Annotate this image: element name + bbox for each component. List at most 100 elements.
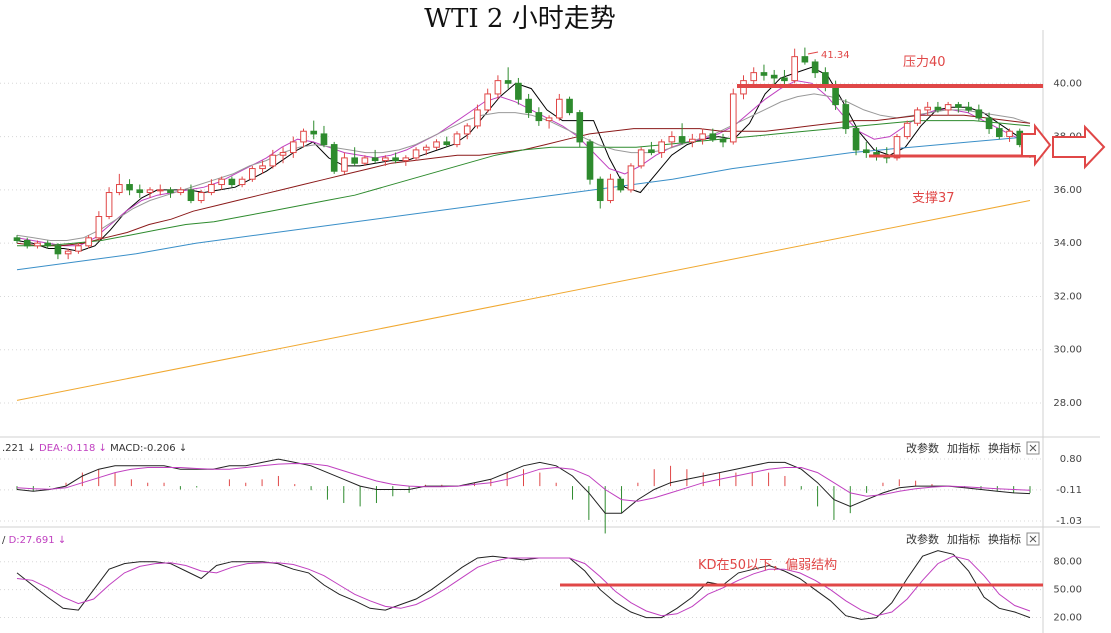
kd-close-button[interactable] [1026, 532, 1040, 546]
candle-up [433, 141, 440, 148]
candle-down [310, 130, 318, 135]
candle-up [627, 165, 635, 191]
candle-up [914, 109, 921, 124]
candle-up [422, 146, 430, 151]
candle-down [781, 77, 788, 82]
candle-down [801, 56, 809, 63]
kd-switch-indicator-button[interactable]: 换指标 [988, 532, 1021, 546]
macd-edit-params-button[interactable]: 改参数 [906, 441, 939, 455]
candle-up [218, 178, 225, 186]
macd-add-indicator-button[interactable]: 加指标 [947, 441, 980, 455]
arrow-right-outline-icon [1052, 124, 1106, 170]
macd-tick-label: 0.80 [1060, 454, 1082, 465]
candle-down [719, 138, 727, 143]
candle-up [893, 136, 901, 159]
candle-up [637, 149, 645, 167]
kd-tick-label: 20.00 [1053, 613, 1082, 624]
candle-down [320, 133, 328, 146]
candle-down [576, 112, 584, 143]
macd-dea-value: DEA:-0.118 [39, 443, 95, 454]
price-tick-label: 34.00 [1053, 238, 1082, 249]
high-price-label: 41.34 [821, 50, 850, 61]
macd-switch-indicator-button[interactable]: 换指标 [988, 441, 1021, 455]
price-tick-label: 36.00 [1053, 185, 1082, 196]
moving-averages [16, 66, 1031, 401]
candle-up [208, 184, 215, 194]
candle-up [1006, 130, 1013, 138]
kd-add-indicator-button[interactable]: 加指标 [947, 532, 980, 546]
candle-up [197, 192, 205, 202]
candle-down [167, 189, 174, 194]
candle-down [330, 144, 338, 172]
kd-grid [0, 561, 1043, 619]
candle-down [770, 74, 778, 79]
macd-histogram [16, 465, 1031, 534]
candle-down [995, 128, 1003, 138]
candle-up [382, 157, 389, 162]
candle-up [341, 157, 348, 172]
macd-close-button[interactable] [1026, 441, 1040, 455]
candle-down [934, 106, 942, 111]
candle-up [177, 189, 185, 194]
candle-down [44, 242, 52, 247]
candle-down [842, 104, 850, 130]
candle-down [351, 157, 358, 164]
moving-average-line-3 [16, 93, 1031, 241]
candle-down [975, 109, 983, 119]
candle-up [474, 109, 481, 127]
moving-average-line-5 [17, 120, 1031, 247]
macd-legend: .221 ↓ DEA:-0.118 ↓ MACD:-0.206 ↓ [2, 443, 187, 454]
kd-tick-label: 50.00 [1053, 585, 1082, 596]
candle-up [75, 245, 82, 252]
resistance-label: 压力40 [903, 55, 946, 70]
arrow-right-icon [1021, 123, 1052, 167]
candle-down [136, 189, 144, 194]
candle-down [54, 245, 62, 255]
candle-down [515, 82, 522, 100]
candle-up [116, 184, 123, 194]
candle-up [699, 133, 706, 140]
candle-up [924, 106, 931, 111]
moving-average-line-2 [16, 80, 1031, 247]
candle-up [361, 157, 369, 164]
moving-average-line-7 [16, 200, 1031, 401]
candle-down [617, 178, 625, 191]
price-grid [0, 82, 1043, 404]
candle-down [504, 80, 512, 84]
kd-tick-label: 80.00 [1053, 557, 1082, 568]
candle-down [443, 141, 451, 146]
high-price-pointer [807, 51, 819, 55]
candle-up [289, 141, 297, 154]
kd-d-line [16, 555, 1031, 617]
candle-up [903, 122, 911, 138]
candle-down [760, 72, 768, 76]
price-tick-label: 30.00 [1053, 345, 1082, 356]
candle-up [484, 93, 492, 111]
candle-up [64, 250, 72, 255]
candle-up [85, 237, 92, 247]
kd-edit-params-button[interactable]: 改参数 [906, 532, 939, 546]
kd-k-value: / [2, 535, 6, 546]
candle-down [525, 98, 532, 114]
macd-y-axis: 0.80 -0.11 -1.03 [1056, 454, 1082, 527]
candle-up [146, 189, 154, 194]
candle-down [648, 149, 655, 154]
chart-title: WTI 2 小时走势 [424, 4, 615, 34]
macd-value: MACD:-0.206 [110, 443, 176, 454]
candle-up [279, 152, 287, 156]
candle-up [750, 72, 758, 82]
candle-down [985, 117, 993, 130]
macd-dea-line [16, 462, 1031, 502]
candle-up [545, 117, 553, 122]
macd-tick-label: -0.11 [1056, 485, 1082, 496]
candle-up [729, 93, 737, 143]
candle-down [852, 128, 860, 151]
candle-down [535, 112, 543, 122]
candle-down [862, 149, 870, 154]
moving-average-line-6 [16, 136, 1031, 271]
candle-down [822, 72, 829, 87]
candle-up [300, 130, 307, 143]
candle-up [412, 149, 420, 159]
